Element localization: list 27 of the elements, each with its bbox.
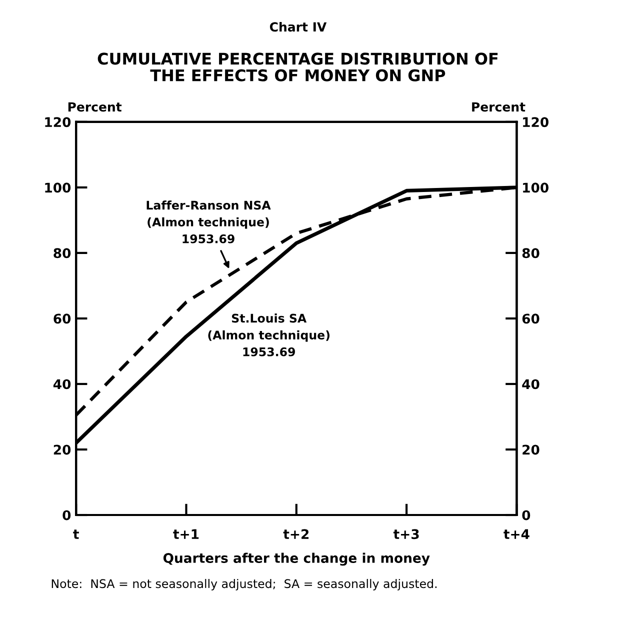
y-tick-label: 100 <box>45 182 71 193</box>
y2-axis-title: Percent <box>472 102 526 112</box>
x-axis-title: Quarters after the change in money <box>163 552 430 566</box>
x-tick-label: t+3 <box>393 529 419 540</box>
x-tick-label: t <box>73 530 79 539</box>
x-tick-label: t+1 <box>173 529 199 539</box>
y2-tick-label: 0 <box>522 510 530 520</box>
series-label: St.Louis SA (Almon technique) 1953.69 <box>208 314 330 356</box>
y2-tick-label: 40 <box>522 379 540 390</box>
y-tick-label: 120 <box>45 117 71 128</box>
x-tick-label: t+4 <box>504 529 530 539</box>
y2-tick-label: 100 <box>523 182 548 193</box>
y2-tick-label: 80 <box>522 248 540 258</box>
x-tick-label: t+2 <box>283 529 309 539</box>
y2-tick-label: 120 <box>523 117 548 128</box>
y-tick-label: 40 <box>53 379 71 390</box>
y-axis-title: Percent <box>68 102 122 112</box>
y2-tick-label: 20 <box>522 444 540 455</box>
series-label: Laffer-Ranson NSA (Almon technique) 1953.69 <box>146 200 271 244</box>
chart-title: CUMULATIVE PERCENTAGE DISTRIBUTION OF THE EFFECTS OF MONEY ON GNP <box>98 52 498 82</box>
y-tick-label: 60 <box>54 314 71 324</box>
y2-tick-label: 60 <box>522 314 540 324</box>
text: Chart IV <box>270 22 327 32</box>
y-tick-label: 20 <box>54 444 71 455</box>
y-tick-label: 0 <box>62 510 71 520</box>
y-tick-label: 80 <box>54 248 71 258</box>
text: Note: NSA = not seasonally adjusted; SA = seasonally adjusted. <box>52 578 437 590</box>
